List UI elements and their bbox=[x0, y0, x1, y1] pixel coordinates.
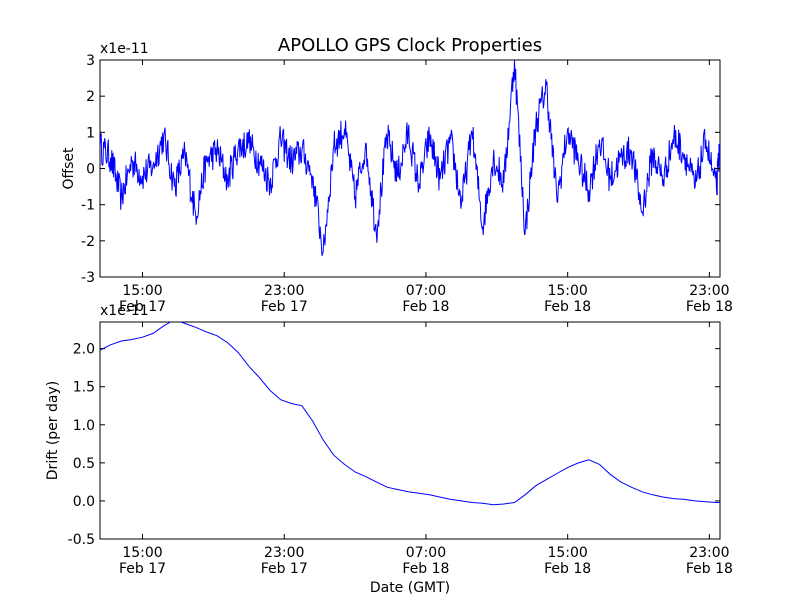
offset-ytick-label: -3 bbox=[81, 270, 95, 286]
x-axis-label: Date (GMT) bbox=[370, 580, 450, 596]
drift-xtick-label-time: 15:00 bbox=[122, 545, 162, 561]
offset-multiplier-label: x1e-11 bbox=[100, 41, 149, 57]
offset-xtick-label-time: 07:00 bbox=[406, 283, 446, 299]
drift-xtick-label-time: 23:00 bbox=[689, 545, 729, 561]
offset-ytick-label: 1 bbox=[86, 125, 95, 141]
offset-axes-frame bbox=[99, 59, 721, 278]
offset-ytick-label: 2 bbox=[86, 89, 95, 105]
drift-xtick-label-date: Feb 17 bbox=[261, 561, 308, 577]
offset-series-line bbox=[100, 60, 720, 256]
offset-xtick-label-date: Feb 18 bbox=[686, 299, 733, 315]
offset-xtick-label-time: 15:00 bbox=[122, 283, 162, 299]
drift-xtick-label-time: 23:00 bbox=[264, 545, 304, 561]
drift-ytick-label: 2.0 bbox=[73, 342, 95, 358]
drift-series-line bbox=[100, 322, 720, 506]
drift-ytick-label: 0.0 bbox=[73, 494, 95, 510]
drift-ytick-label: -0.5 bbox=[68, 532, 95, 548]
offset-ytick-label: 3 bbox=[86, 53, 95, 69]
drift-xtick-label-time: 15:00 bbox=[547, 545, 587, 561]
drift-xtick-label-date: Feb 18 bbox=[544, 561, 591, 577]
offset-ytick-label: -1 bbox=[81, 198, 95, 214]
offset-ylabel: Offset bbox=[61, 147, 77, 190]
drift-xtick-label-date: Feb 18 bbox=[402, 561, 449, 577]
chart-title: APOLLO GPS Clock Properties bbox=[278, 35, 542, 56]
offset-xtick-label-date: Feb 18 bbox=[544, 299, 591, 315]
offset-xtick-label-date: Feb 17 bbox=[119, 299, 166, 315]
offset-ytick-label: 0 bbox=[86, 162, 95, 178]
offset-xtick-label-time: 23:00 bbox=[264, 283, 304, 299]
drift-multiplier-label: x1e-11 bbox=[100, 303, 149, 319]
drift-xtick-label-time: 07:00 bbox=[406, 545, 446, 561]
drift-ytick-label: 1.0 bbox=[73, 418, 95, 434]
offset-ytick-label: -2 bbox=[81, 234, 95, 250]
drift-xtick-label-date: Feb 18 bbox=[686, 561, 733, 577]
drift-ytick-label: 0.5 bbox=[73, 456, 95, 472]
offset-xtick-label-date: Feb 18 bbox=[402, 299, 449, 315]
drift-xtick-label-date: Feb 17 bbox=[119, 561, 166, 577]
offset-xtick-label-date: Feb 17 bbox=[261, 299, 308, 315]
drift-ytick-label: 1.5 bbox=[73, 380, 95, 396]
offset-xtick-label-time: 15:00 bbox=[547, 283, 587, 299]
drift-axes-frame bbox=[99, 321, 721, 540]
offset-xtick-label-time: 23:00 bbox=[689, 283, 729, 299]
drift-ylabel: Drift (per day) bbox=[45, 381, 61, 480]
